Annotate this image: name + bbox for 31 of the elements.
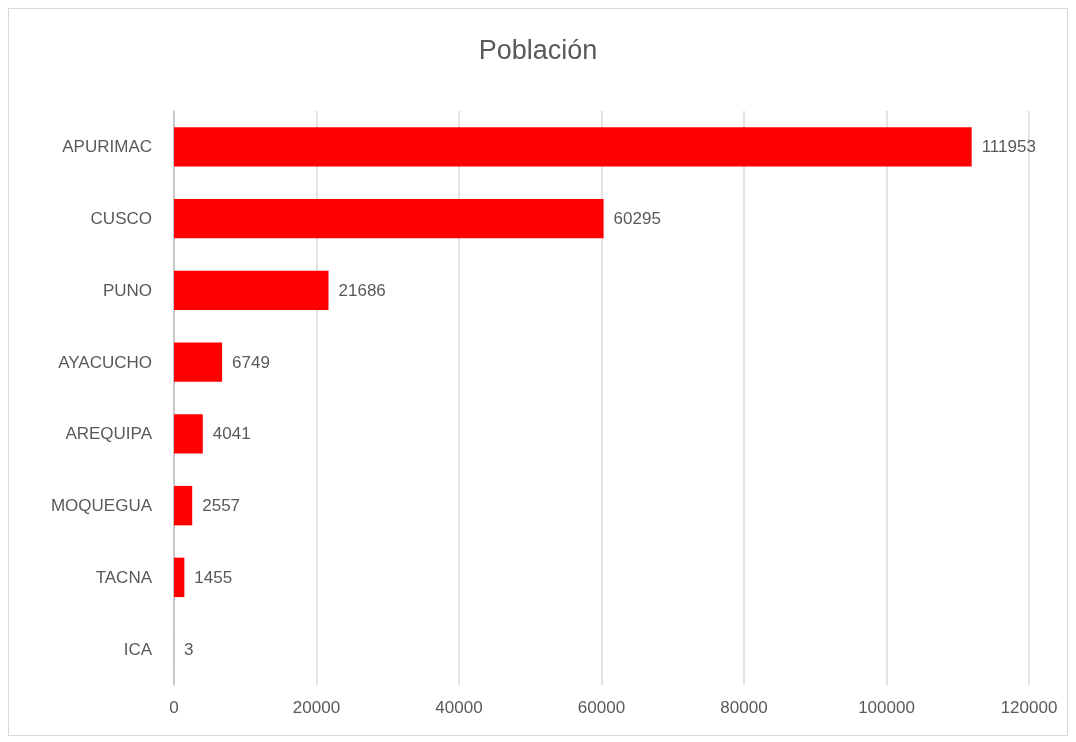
y-tick-label: TACNA bbox=[95, 567, 153, 587]
x-tick-label: 120000 bbox=[1000, 698, 1058, 717]
y-tick-label: AREQUIPA bbox=[65, 424, 153, 444]
x-tick-label: 60000 bbox=[577, 698, 626, 717]
bar bbox=[174, 127, 972, 167]
y-tick-label: PUNO bbox=[102, 280, 152, 300]
data-label: 2557 bbox=[202, 496, 241, 516]
y-tick-label: MOQUEGUA bbox=[50, 496, 153, 516]
bar bbox=[174, 342, 223, 382]
data-label: 3 bbox=[184, 639, 194, 659]
bar bbox=[174, 270, 329, 311]
y-tick-label: APURIMAC bbox=[62, 137, 152, 157]
bar bbox=[174, 485, 193, 526]
y-tick-label: CUSCO bbox=[90, 209, 152, 229]
data-label: 4041 bbox=[212, 424, 251, 444]
y-tick-label: AYACUCHO bbox=[58, 352, 152, 372]
x-tick-label: 80000 bbox=[720, 698, 768, 717]
data-label: 60295 bbox=[613, 209, 661, 229]
data-label: 21686 bbox=[338, 280, 386, 300]
bar bbox=[174, 557, 185, 598]
data-label: 6749 bbox=[232, 352, 270, 372]
y-tick-label: ICA bbox=[123, 639, 153, 659]
x-tick-label: 100000 bbox=[858, 698, 915, 717]
bar bbox=[174, 414, 203, 454]
x-tick-label: 0 bbox=[169, 698, 179, 717]
bar bbox=[174, 198, 604, 239]
x-tick-label: 20000 bbox=[292, 698, 341, 717]
data-label: 111953 bbox=[981, 137, 1036, 157]
data-label: 1455 bbox=[194, 567, 233, 587]
chart-title: Población bbox=[478, 34, 598, 65]
x-tick-label: 40000 bbox=[435, 698, 483, 717]
